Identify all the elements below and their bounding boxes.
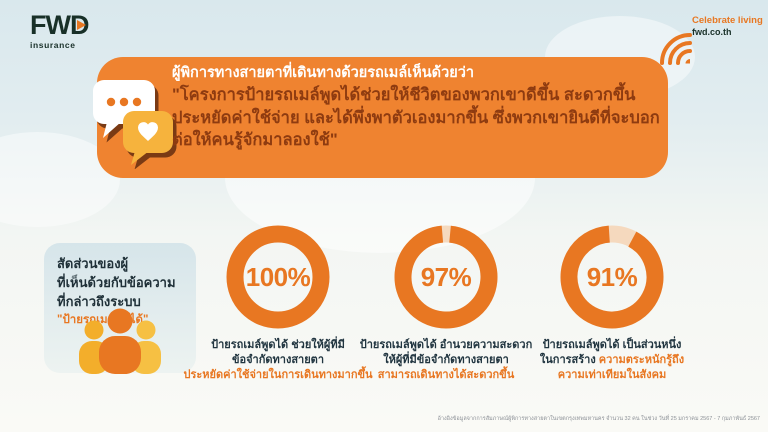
banner-quote-line: "โครงการป้ายรถเมล์พูดได้ช่วยให้ชีวิตของพ… xyxy=(172,86,636,104)
donut-caption-line: สามารถเดินทางได้สะดวกขึ้น xyxy=(377,369,515,381)
panel-line: ที่กล่าวถึงระบบ xyxy=(57,294,141,309)
donut-ring xyxy=(560,225,664,329)
donut-chart-91: 91% ป้ายรถเมล์พูดได้ เป็นส่วนหนึ่งในการสร… xyxy=(507,222,717,383)
donut-ring xyxy=(226,225,330,329)
donut-caption: ป้ายรถเมล์พูดได้ ช่วยให้ผู้ที่มีข้อจำกัด… xyxy=(173,338,383,383)
donut-caption-line: ข้อจำกัดทางสายตา xyxy=(231,354,324,366)
play-triangle-icon xyxy=(77,20,87,30)
brand-tagline-block: Celebrate living fwd.co.th xyxy=(692,15,763,38)
panel-line: ที่เห็นด้วยกับข้อความ xyxy=(57,275,176,290)
donut-caption-line: ป้ายรถเมล์พูดได้ อำนวยความสะดวก xyxy=(359,339,533,351)
donut-chart-100: 100% ป้ายรถเมล์พูดได้ ช่วยให้ผู้ที่มีข้อจ… xyxy=(173,222,383,383)
donut-caption-line: ประหยัดค่าใช้จ่ายในการเดินทางมากขึ้น xyxy=(183,369,373,381)
donut-caption-line: ในการสร้าง ความตระหนักรู้ถึง xyxy=(539,354,685,366)
donut-caption-line: ป้ายรถเมล์พูดได้ เป็นส่วนหนึ่ง xyxy=(542,339,682,351)
source-note: อ้างอิงข้อมูลจากการสัมภาษณ์ผู้พิการทางสา… xyxy=(437,416,760,422)
fwd-logo-subtitle: insurance xyxy=(30,40,76,50)
signal-waves-icon xyxy=(660,33,692,65)
donut-caption: ป้ายรถเมล์พูดได้ อำนวยความสะดวกให้ผู้ที่… xyxy=(341,338,551,383)
donut-caption-line: ความเท่าเทียมในสังคม xyxy=(557,369,667,381)
fwd-logo-text: FWD xyxy=(30,10,89,40)
panel-line: สัดส่วนของผู้ xyxy=(57,256,129,271)
heart-icon xyxy=(138,122,158,141)
banner-quote-line: ต่อให้คนรู้จักมาลองใช้" xyxy=(172,131,338,149)
donut-value: 100% xyxy=(245,261,311,292)
fwd-logo: FWD insurance xyxy=(30,10,89,51)
donut-caption-line: ให้ผู้ที่มีข้อจำกัดทางสายตา xyxy=(383,354,509,366)
people-group-icon xyxy=(79,308,161,374)
donut-chart-97: 97% ป้ายรถเมล์พูดได้ อำนวยความสะดวกให้ผู้… xyxy=(341,222,551,383)
bubble-dots xyxy=(106,97,142,107)
donut-caption: ป้ายรถเมล์พูดได้ เป็นส่วนหนึ่งในการสร้าง… xyxy=(507,338,717,383)
banner-intro-line: ผู้พิการทางสายตาที่เดินทางด้วยรถเมล์เห็น… xyxy=(172,65,475,81)
donut-value: 91% xyxy=(586,261,638,292)
donut-value: 97% xyxy=(420,261,472,292)
donut-caption-line: ป้ายรถเมล์พูดได้ ช่วยให้ผู้ที่มี xyxy=(211,339,345,351)
website-url: fwd.co.th xyxy=(692,26,732,37)
donut-ring xyxy=(394,225,498,329)
banner-quote: "โครงการป้ายรถเมล์พูดได้ช่วยให้ชีวิตของพ… xyxy=(172,84,664,152)
quote-banner-text: ผู้พิการทางสายตาที่เดินทางด้วยรถเมล์เห็น… xyxy=(172,63,664,152)
banner-quote-line: ประหยัดค่าใช้จ่าย และได้พึ่งพาตัวเองมากข… xyxy=(172,108,660,127)
quote-banner xyxy=(97,57,668,178)
signal-dot xyxy=(685,59,690,64)
tagline: Celebrate living xyxy=(692,15,763,26)
speech-bubbles-icon xyxy=(93,80,177,169)
